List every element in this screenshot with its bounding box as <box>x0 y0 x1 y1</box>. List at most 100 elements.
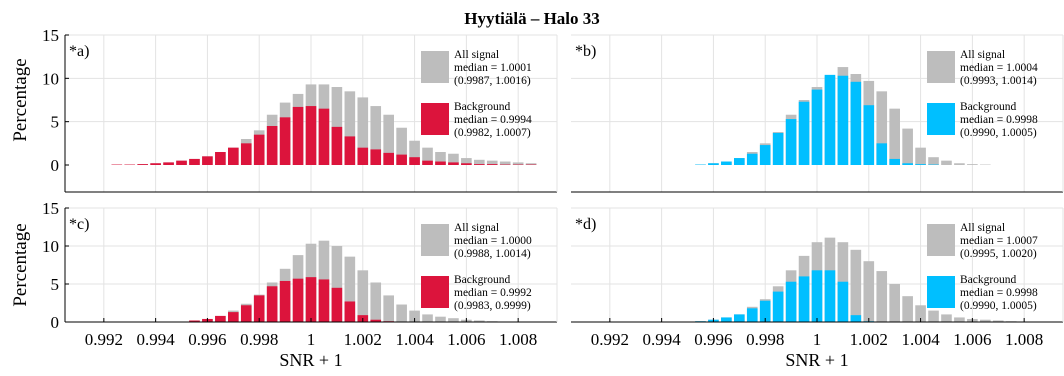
background-bar <box>474 164 485 165</box>
x-tick-label: 1 <box>813 330 822 349</box>
all-signal-bar <box>992 320 1004 322</box>
figure-title: Hyytiälä – Halo 33 <box>464 9 600 28</box>
legend-ci-background: (0.9983, 0.9999) <box>454 300 531 312</box>
background-bar <box>448 162 459 165</box>
background-bar <box>318 279 330 322</box>
background-bar <box>150 163 161 165</box>
background-bar <box>759 300 771 322</box>
x-tick-label: 1.006 <box>447 330 485 349</box>
y-axis-label: Percentage <box>10 58 31 141</box>
all-signal-bar <box>850 249 862 322</box>
all-signal-bar <box>889 108 900 165</box>
background-bar <box>357 147 369 165</box>
x-tick-label: 0.992 <box>85 330 123 349</box>
all-signal-bar <box>876 271 888 322</box>
background-bar <box>876 143 888 165</box>
x-tick-label: 1.004 <box>395 330 434 349</box>
panel-label: *a) <box>69 43 89 60</box>
legend-label-all-signal: All signal <box>960 222 1005 234</box>
all-signal-bar <box>422 314 433 322</box>
background-bar <box>746 308 758 322</box>
background-bar <box>772 291 784 322</box>
background-bar <box>708 163 719 165</box>
background-bar <box>837 75 849 165</box>
y-tick-label: 15 <box>42 199 59 218</box>
all-signal-bar <box>422 147 433 165</box>
all-signal-bar <box>941 314 952 322</box>
x-tick-label: 1.004 <box>901 330 940 349</box>
all-signal-bar <box>954 163 965 165</box>
x-tick-label: 1.006 <box>953 330 991 349</box>
all-signal-bar <box>889 284 900 322</box>
panel-label: *c) <box>69 216 89 233</box>
all-signal-bar <box>915 147 926 165</box>
background-bar <box>396 154 407 165</box>
all-signal-bar <box>941 160 952 165</box>
legend-ci-all-signal: (0.9993, 1.0014) <box>960 75 1037 87</box>
background-bar <box>811 270 823 322</box>
y-tick-label: 15 <box>42 26 59 45</box>
x-tick-label: 1.002 <box>344 330 382 349</box>
background-bar <box>824 270 836 322</box>
x-tick-label: 0.998 <box>746 330 784 349</box>
legend-ci-background: (0.9990, 1.0005) <box>960 127 1037 139</box>
background-bar <box>344 301 356 322</box>
background-bar <box>383 152 394 165</box>
background-bar <box>228 147 239 165</box>
all-signal-bar <box>396 304 407 322</box>
background-bar <box>837 281 849 322</box>
background-bar <box>305 277 317 322</box>
background-bar <box>279 117 291 165</box>
x-tick-label: 1.008 <box>499 330 537 349</box>
legend-median-background: median = 0.9998 <box>960 287 1038 299</box>
legend-ci-all-signal: (0.9988, 1.0014) <box>454 248 531 260</box>
background-bar <box>889 158 900 165</box>
legend-swatch-all-signal <box>927 224 955 256</box>
background-bar <box>746 153 758 165</box>
background-bar <box>176 160 187 165</box>
legend-label-background: Background <box>960 274 1016 286</box>
background-bar <box>163 162 174 165</box>
x-tick-label: 0.998 <box>240 330 278 349</box>
legend-median-background: median = 0.9994 <box>454 114 532 126</box>
legend-label-background: Background <box>454 274 510 286</box>
all-signal-bar <box>409 310 420 322</box>
all-signal-bar <box>435 316 446 322</box>
background-bar <box>785 281 797 322</box>
background-bar <box>850 81 862 165</box>
legend-median-all-signal: median = 1.0007 <box>960 235 1038 247</box>
background-bar <box>422 160 433 165</box>
legend-ci-all-signal: (0.9987, 1.0016) <box>454 75 531 87</box>
background-bar <box>189 320 200 322</box>
all-signal-bar <box>980 319 991 322</box>
legend-label-background: Background <box>960 101 1016 113</box>
background-bar <box>435 161 446 165</box>
y-tick-label: 0 <box>51 313 60 332</box>
background-bar <box>202 156 213 165</box>
x-axis-label: SNR + 1 <box>785 350 848 370</box>
all-signal-bar <box>357 97 369 165</box>
all-signal-bar <box>474 320 485 322</box>
background-bar <box>721 317 732 322</box>
background-bar <box>215 152 226 165</box>
background-bar <box>370 149 382 165</box>
y-tick-label: 10 <box>42 69 59 88</box>
y-tick-label: 5 <box>51 275 60 294</box>
x-axis-label: SNR + 1 <box>279 350 342 370</box>
all-signal-bar <box>928 157 939 165</box>
all-signal-bar <box>954 317 965 322</box>
background-bar <box>292 106 304 165</box>
background-bar <box>734 158 745 165</box>
all-signal-bar <box>331 246 343 322</box>
x-tick-label: 0.996 <box>188 330 226 349</box>
legend-swatch-background <box>421 103 449 135</box>
background-bar <box>318 108 330 165</box>
all-signal-bar <box>499 161 511 165</box>
legend-label-all-signal: All signal <box>454 222 499 234</box>
background-bar <box>759 145 771 165</box>
background-bar <box>798 101 810 165</box>
all-signal-bar <box>396 127 407 165</box>
background-bar <box>189 158 200 165</box>
background-bar <box>215 315 226 322</box>
all-signal-bar <box>344 91 356 165</box>
